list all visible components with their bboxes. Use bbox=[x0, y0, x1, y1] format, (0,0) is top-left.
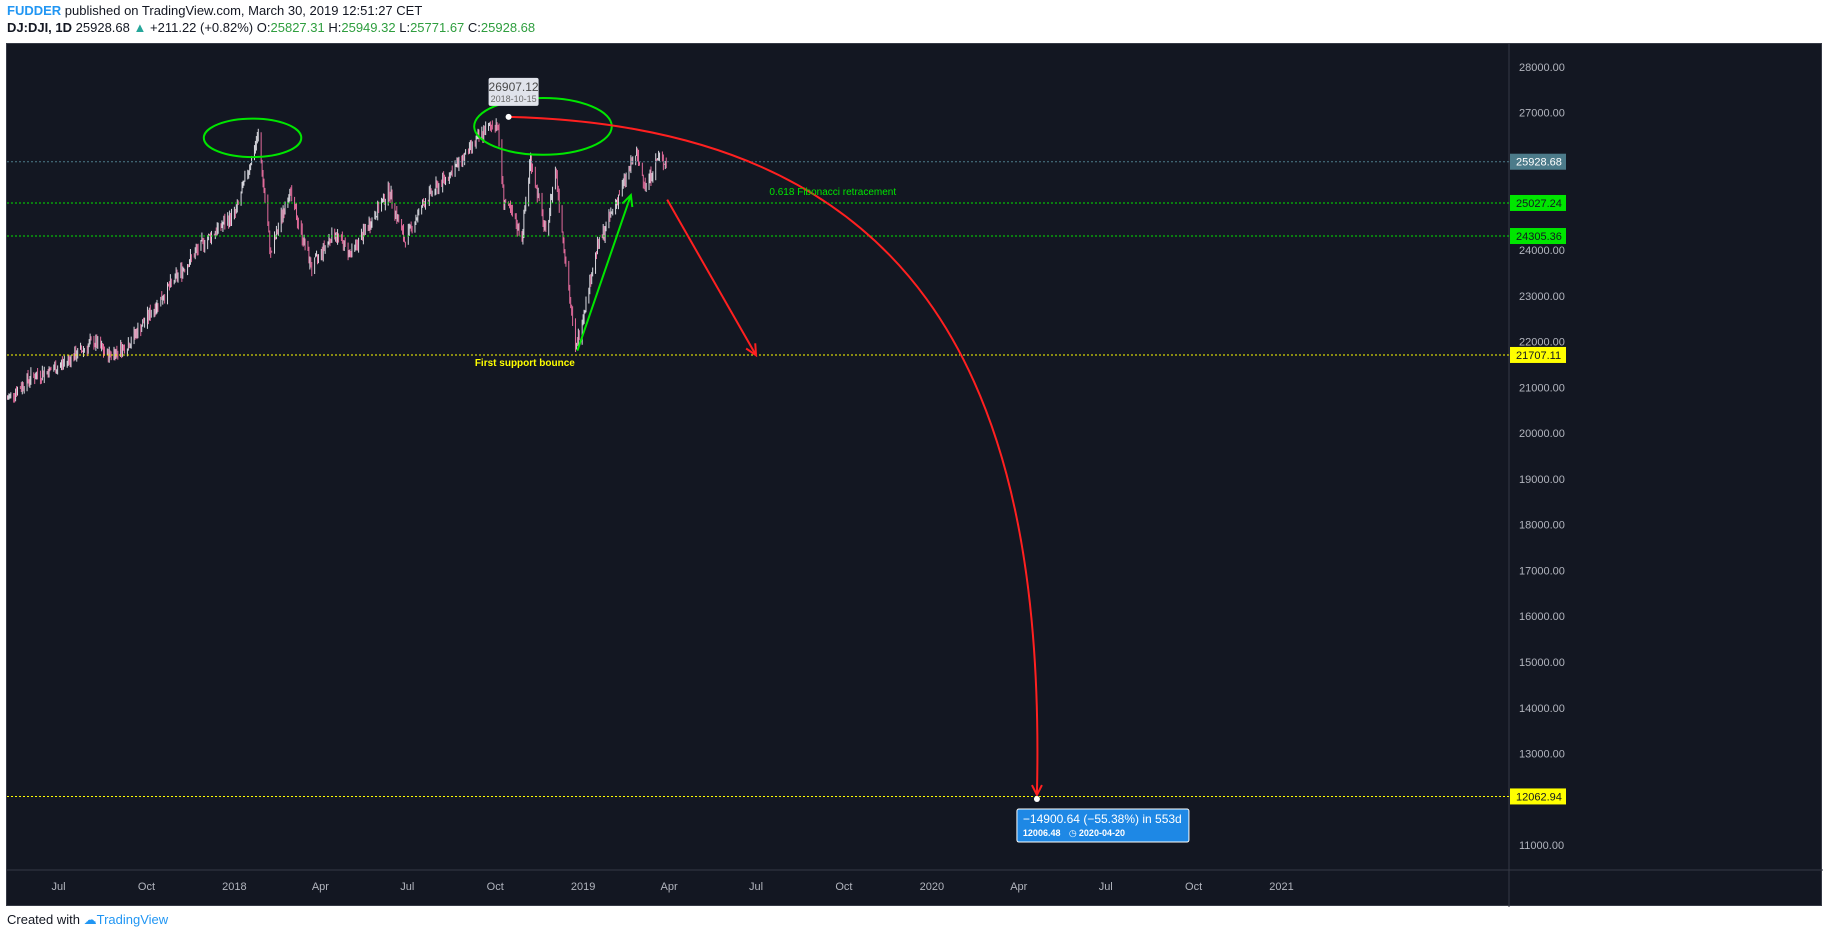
peak-date-label: 2018-10-15 bbox=[491, 94, 537, 104]
author-name[interactable]: FUDDER bbox=[7, 3, 62, 18]
x-tick-label: Oct bbox=[487, 881, 504, 893]
price-label-text: 24305.36 bbox=[1516, 231, 1562, 243]
low-value: 25771.67 bbox=[410, 20, 465, 35]
price-label-text: 25928.68 bbox=[1516, 157, 1562, 169]
projection-arc bbox=[508, 115, 1039, 794]
x-tick-label: Oct bbox=[1185, 881, 1202, 893]
symbol-interval: DJ:DJI, 1D bbox=[7, 20, 73, 35]
red-arrow-head bbox=[745, 343, 758, 358]
price-label-box bbox=[1510, 346, 1566, 363]
y-tick-label: 28000.00 bbox=[1519, 62, 1565, 74]
y-tick-label: 18000.00 bbox=[1519, 520, 1565, 532]
x-tick-label: 2021 bbox=[1269, 881, 1293, 893]
red-arrow bbox=[666, 199, 757, 356]
x-tick-label: Jul bbox=[749, 881, 763, 893]
y-tick-label: 19000.00 bbox=[1519, 474, 1565, 486]
fibonacci-annotation: 0.618 Fibonacci retracement bbox=[769, 187, 896, 198]
y-tick-label: 16000.00 bbox=[1519, 611, 1565, 623]
price-label-box bbox=[1510, 788, 1566, 805]
close-label: C: bbox=[467, 20, 481, 35]
candles-group bbox=[7, 118, 667, 403]
high-label: H: bbox=[328, 20, 342, 35]
publish-header: FUDDER published on TradingView.com, Mar… bbox=[7, 3, 422, 18]
x-tick-label: Jul bbox=[52, 881, 66, 893]
x-tick-label: 2018 bbox=[222, 881, 246, 893]
chart-canvas[interactable]: 11000.0012000.0013000.0014000.0015000.00… bbox=[7, 44, 1823, 907]
green-arrow-head bbox=[621, 192, 634, 208]
y-tick-label: 21000.00 bbox=[1519, 382, 1565, 394]
y-tick-label: 13000.00 bbox=[1519, 749, 1565, 761]
target-point bbox=[1033, 796, 1040, 803]
clock-icon: ◷ bbox=[1069, 828, 1077, 838]
y-tick-label: 24000.00 bbox=[1519, 245, 1565, 257]
published-text: published on TradingView.com, March 30, … bbox=[64, 3, 423, 18]
y-tick-label: 11000.00 bbox=[1519, 840, 1564, 852]
created-with-text: Created with bbox=[7, 912, 80, 927]
y-tick-label: 22000.00 bbox=[1519, 337, 1565, 349]
x-tick-label: Jul bbox=[400, 881, 414, 893]
peak-tooltip-box bbox=[488, 77, 539, 106]
x-tick-label: Apr bbox=[1010, 881, 1027, 893]
price-label-text: 21707.11 bbox=[1516, 350, 1561, 362]
projection-arc-head bbox=[1031, 784, 1043, 798]
tradingview-link[interactable]: TradingView bbox=[96, 912, 169, 927]
green-arrow bbox=[576, 194, 632, 352]
last-price: 25928.68 bbox=[75, 20, 130, 35]
footer: Created with ☁TradingView bbox=[7, 912, 168, 928]
x-tick-label: 2019 bbox=[571, 881, 595, 893]
open-label: O: bbox=[256, 20, 271, 35]
chart-area[interactable]: 11000.0012000.0013000.0014000.0015000.00… bbox=[6, 43, 1823, 907]
close-value: 25928.68 bbox=[480, 20, 536, 35]
open-value: 25827.31 bbox=[270, 20, 325, 35]
x-tick-label: Apr bbox=[312, 881, 329, 893]
up-arrow-icon: ▲ bbox=[133, 20, 147, 35]
measurement-main: −14900.64 (−55.38%) in 553d bbox=[1023, 812, 1182, 826]
support-annotation: First support bounce bbox=[475, 358, 575, 369]
measurement-date: 2020-04-20 bbox=[1079, 828, 1125, 838]
price-label-text: 25027.24 bbox=[1516, 198, 1562, 210]
measurement-box bbox=[1016, 808, 1190, 843]
price-label-text: 12062.94 bbox=[1516, 791, 1562, 803]
x-tick-label: Oct bbox=[835, 881, 852, 893]
price-label-box bbox=[1510, 153, 1566, 170]
measurement-price: 12006.48 bbox=[1023, 828, 1061, 838]
symbol-legend: DJ:DJI, 1D 25928.68 ▲ +211.22 (+0.82%) O… bbox=[7, 20, 535, 35]
low-label: L: bbox=[399, 20, 411, 35]
y-tick-label: 23000.00 bbox=[1519, 291, 1565, 303]
x-tick-label: Apr bbox=[661, 881, 678, 893]
price-label-box bbox=[1510, 228, 1566, 245]
price-label-box bbox=[1510, 194, 1566, 211]
y-tick-label: 20000.00 bbox=[1519, 428, 1565, 440]
y-tick-label: 27000.00 bbox=[1519, 108, 1565, 120]
peak-point bbox=[505, 113, 512, 120]
x-tick-label: Oct bbox=[138, 881, 155, 893]
y-tick-label: 15000.00 bbox=[1519, 657, 1565, 669]
x-tick-label: 2020 bbox=[920, 881, 944, 893]
ellipse-highlight bbox=[202, 117, 303, 159]
high-value: 25949.32 bbox=[341, 20, 396, 35]
x-tick-label: Jul bbox=[1099, 881, 1113, 893]
y-tick-label: 14000.00 bbox=[1519, 703, 1565, 715]
y-tick-label: 17000.00 bbox=[1519, 565, 1565, 577]
tradingview-logo-icon[interactable]: ☁ bbox=[83, 912, 97, 927]
peak-price-label: 26907.12 bbox=[489, 80, 539, 94]
price-change: +211.22 (+0.82%) bbox=[150, 20, 254, 35]
